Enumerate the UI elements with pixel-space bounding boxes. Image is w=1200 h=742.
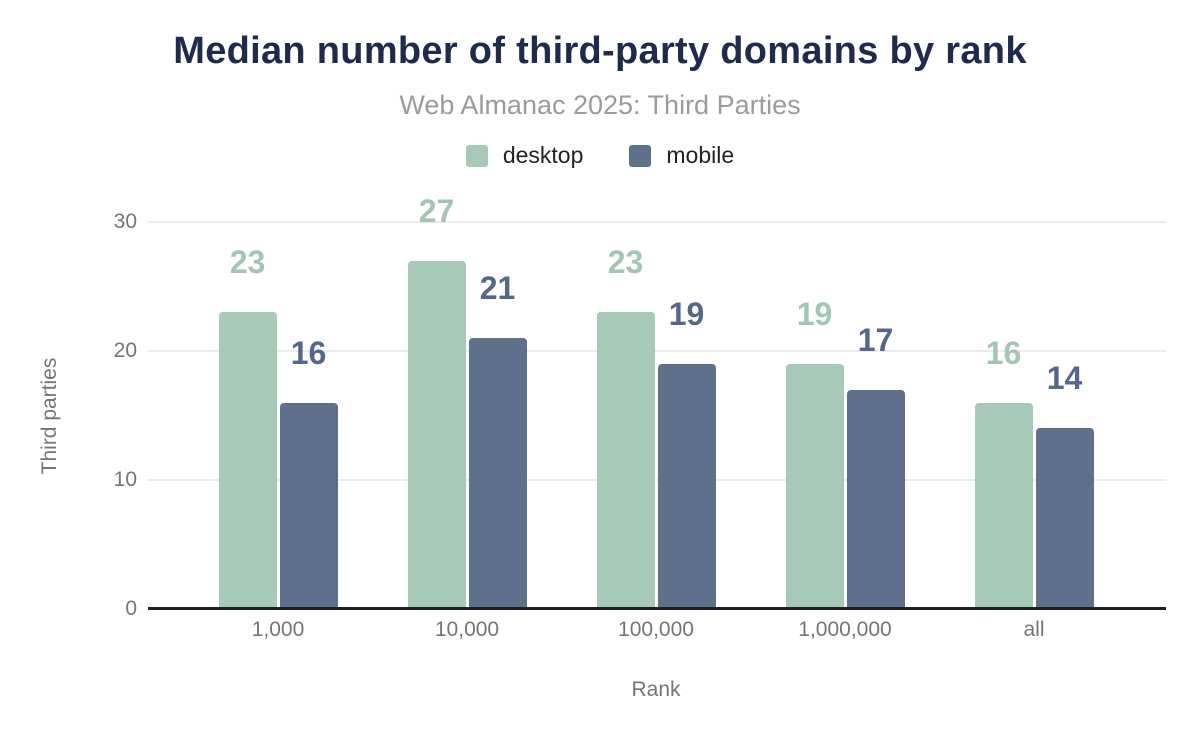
x-axis-line [148, 607, 1166, 610]
x-tick-label-4: all [1023, 618, 1045, 641]
legend-item-mobile: mobile [629, 142, 734, 169]
y-tick-label-10: 10 [113, 468, 137, 491]
bar-mobile-1 [468, 338, 527, 609]
value-label-desktop-0: 23 [229, 244, 266, 280]
y-tick-label-0: 0 [125, 597, 137, 620]
bar-desktop-3 [785, 364, 844, 609]
value-label-desktop-3: 19 [796, 296, 833, 332]
value-label-mobile-3: 17 [857, 322, 894, 358]
gridline-20 [148, 350, 1166, 352]
bar-mobile-3 [846, 390, 905, 609]
mobile-legend-swatch [629, 144, 652, 167]
legend-item-desktop: desktop [465, 142, 584, 169]
value-label-mobile-0: 16 [290, 335, 327, 371]
x-tick-label-3: 1,000,000 [798, 618, 892, 641]
y-axis-title: Third parties [38, 357, 61, 475]
value-label-desktop-4: 16 [985, 335, 1022, 371]
bar-desktop-1 [407, 261, 466, 609]
value-label-mobile-2: 19 [668, 296, 705, 332]
y-tick-label-30: 30 [113, 210, 137, 233]
y-tick-label-20: 20 [113, 339, 137, 362]
x-tick-label-2: 100,000 [618, 618, 694, 641]
bar-mobile-4 [1035, 428, 1094, 609]
x-tick-label-0: 1,000 [251, 618, 305, 641]
gridline-30 [148, 221, 1166, 223]
x-axis-title: Rank [631, 678, 681, 701]
desktop-legend-label: desktop [502, 142, 584, 168]
value-label-mobile-1: 21 [479, 270, 516, 306]
chart-subtitle: Web Almanac 2025: Third Parties [399, 90, 801, 120]
desktop-legend-swatch [465, 144, 488, 167]
bar-desktop-0 [218, 312, 277, 609]
gridline-10 [148, 479, 1166, 481]
bar-mobile-2 [657, 364, 716, 609]
value-label-desktop-2: 23 [607, 244, 644, 280]
value-label-desktop-1: 27 [418, 193, 455, 229]
bar-mobile-0 [279, 403, 338, 609]
mobile-legend-label: mobile [666, 142, 735, 168]
value-label-mobile-4: 14 [1046, 360, 1083, 396]
bar-desktop-4 [974, 403, 1033, 609]
legend: desktop mobile [0, 142, 1200, 169]
x-tick-label-1: 10,000 [434, 618, 500, 641]
bar-desktop-2 [596, 312, 655, 609]
chart-title: Median number of third-party domains by … [173, 30, 1027, 72]
